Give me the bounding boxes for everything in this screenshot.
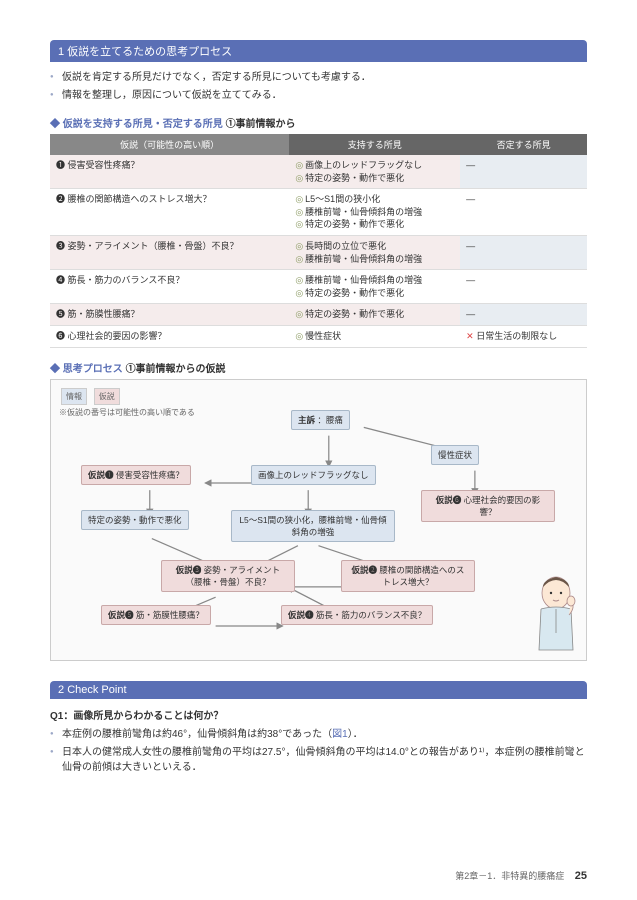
table-cell-support: ◎腰椎前彎・仙骨傾斜角の増強◎特定の姿勢・動作で悪化 (289, 270, 460, 304)
table-cell-hypothesis: ❸ 姿勢・アライメント（腰椎・骨盤）不良？ (50, 235, 289, 269)
table-cell-negate: ✕ 日常生活の制限なし (460, 325, 587, 347)
flow-node-h2: 仮説❷ 腰椎の関節構造へのストレス増大？ (341, 560, 475, 592)
table-cell-negate: — (460, 155, 587, 189)
page-footer: 第2章－1．非特異的腰痛症 25 (455, 869, 587, 882)
table-cell-support: ◎慢性症状 (289, 325, 460, 347)
findings-table: 仮説（可能性の高い順） 支持する所見 否定する所見 ❶ 侵害受容性疼痛？◎画像上… (50, 134, 587, 348)
table-cell-support: ◎L5～S1間の狭小化◎腰椎前彎・仙骨傾斜角の増強◎特定の姿勢・動作で悪化 (289, 189, 460, 236)
section-1-bullets: 仮説を肯定する所見だけでなく，否定する所見についても考慮する． 情報を整理し，原… (50, 70, 587, 103)
table-heading: ◆ 仮説を支持する所見・否定する所見 ①事前情報から (50, 115, 587, 130)
table-header: 支持する所見 (289, 134, 460, 155)
table-cell-support: ◎画像上のレッドフラッグなし◎特定の姿勢・動作で悪化 (289, 155, 460, 189)
section-2-header: 2 Check Point (50, 681, 587, 699)
bullet-item: 本症例の腰椎前彎角は約46°，仙骨傾斜角は約38°であった（図1）． (62, 727, 587, 742)
table-cell-negate: — (460, 270, 587, 304)
flow-node-h3: 仮説❸ 姿勢・アライメント（腰椎・骨盤）不良？ (161, 560, 295, 592)
doctor-illustration (521, 565, 591, 665)
flow-node-redflag: 画像上のレッドフラッグなし (251, 465, 376, 485)
flow-node-chronic: 慢性症状 (431, 445, 479, 465)
flow-node-l5s1: L5～S1間の狭小化，腰椎前彎・仙骨傾斜角の増強 (231, 510, 395, 542)
table-cell-hypothesis: ❷ 腰椎の関節構造へのストレス増大？ (50, 189, 289, 236)
bullet-item: 情報を整理し，原因について仮説を立ててみる． (62, 88, 587, 103)
footer-chapter: 第2章－1．非特異的腰痛症 (455, 871, 564, 881)
section-1-title: 仮説を立てるための思考プロセス (67, 46, 232, 58)
table-cell-hypothesis: ❻ 心理社会的要因の影響？ (50, 325, 289, 347)
q1: Q1：画像所見からわかることは何か？ (50, 707, 587, 722)
section-1-header: 1 仮説を立てるための思考プロセス (50, 40, 587, 62)
footer-page: 25 (575, 870, 587, 882)
table-cell-hypothesis: ❹ 筋長・筋力のバランス不良？ (50, 270, 289, 304)
q1-bullets: 本症例の腰椎前彎角は約46°，仙骨傾斜角は約38°であった（図1）． 日本人の健… (50, 727, 587, 775)
diagram-caption: ※仮説の番号は可能性の高い順である (59, 408, 195, 417)
table-cell-negate: — (460, 189, 587, 236)
flow-node-h6: 仮説❻ 心理社会的要因の影響？ (421, 490, 555, 522)
bullet-item: 仮説を肯定する所見だけでなく，否定する所見についても考慮する． (62, 70, 587, 85)
table-cell-hypothesis: ❺ 筋・筋膜性腰痛？ (50, 304, 289, 326)
flow-node-h1: 仮説❶ 侵害受容性疼痛？ (81, 465, 191, 485)
diagram-heading: ◆ 思考プロセス ①事前情報からの仮説 (50, 360, 587, 375)
flow-node-h4: 仮説❹ 筋長・筋力のバランス不良？ (281, 605, 433, 625)
table-cell-support: ◎長時間の立位で悪化◎腰椎前彎・仙骨傾斜角の増強 (289, 235, 460, 269)
table-header: 仮説（可能性の高い順） (50, 134, 289, 155)
table-header: 否定する所見 (460, 134, 587, 155)
table-cell-negate: — (460, 304, 587, 326)
section-1-number: 1 (58, 46, 64, 58)
flow-diagram: 情報 仮説 ※仮説の番号は可能性の高い順である (50, 379, 587, 661)
flow-node-posture: 特定の姿勢・動作で悪化 (81, 510, 189, 530)
legend-info: 情報 (61, 388, 87, 405)
legend-hyp: 仮説 (94, 388, 120, 405)
bullet-item: 日本人の健常成人女性の腰椎前彎角の平均は27.5°，仙骨傾斜角の平均は14.0°… (62, 745, 587, 775)
section-2-title: Check Point (67, 684, 126, 696)
flow-node-h5: 仮説❺ 筋・筋膜性腰痛？ (101, 605, 211, 625)
section-2-number: 2 (58, 684, 64, 696)
table-cell-hypothesis: ❶ 侵害受容性疼痛？ (50, 155, 289, 189)
table-cell-support: ◎特定の姿勢・動作で悪化 (289, 304, 460, 326)
table-cell-negate: — (460, 235, 587, 269)
flow-node-main: 主訴 ：腰痛 (291, 410, 350, 430)
